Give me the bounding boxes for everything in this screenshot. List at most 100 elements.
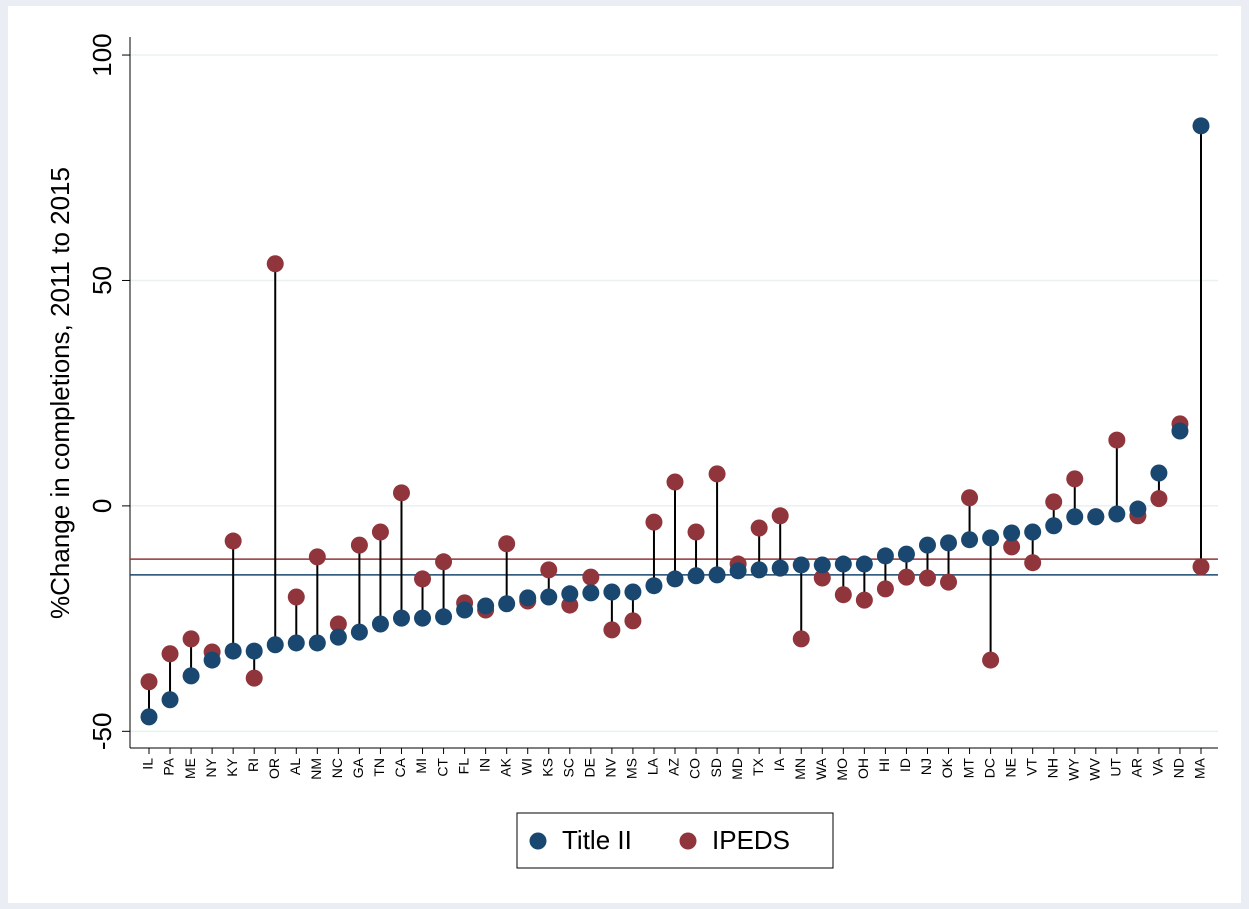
x-tick-label: GA (350, 757, 366, 778)
x-tick-label: ME (182, 758, 198, 779)
x-tick-label: AK (497, 757, 513, 776)
dot (540, 588, 558, 606)
x-tick-label: AL (287, 758, 303, 775)
dot (435, 553, 453, 571)
dot (666, 570, 684, 588)
dot (813, 556, 831, 574)
y-tick-label: -50 (87, 713, 117, 751)
x-tick-label: MO (834, 758, 850, 781)
dot (750, 519, 768, 537)
x-tick-label: MD (729, 758, 745, 780)
dot (287, 588, 305, 606)
dot (329, 628, 347, 646)
x-tick-label: VA (1150, 757, 1166, 775)
dot (876, 580, 894, 598)
dot (435, 608, 453, 626)
dot (771, 507, 789, 525)
dot (287, 634, 305, 652)
dot (771, 559, 789, 577)
x-tick-label: FL (455, 758, 471, 775)
x-tick-label: MI (413, 758, 429, 774)
dot (603, 621, 621, 639)
x-tick-label: ID (897, 758, 913, 772)
legend-label: Title II (562, 825, 632, 855)
dot (918, 569, 936, 587)
dot (897, 568, 915, 586)
dot (140, 673, 158, 691)
dot (666, 473, 684, 491)
x-tick-label: PA (161, 757, 177, 775)
x-tick-label: NE (1002, 758, 1018, 777)
legend-label: IPEDS (712, 825, 790, 855)
dot (308, 548, 326, 566)
x-tick-label: HI (876, 758, 892, 772)
y-tick-label: 100 (87, 33, 117, 76)
dot (961, 531, 979, 549)
dot (224, 532, 242, 550)
dot (897, 545, 915, 563)
dot (645, 577, 663, 595)
dot (1024, 554, 1042, 572)
x-tick-label: OR (266, 758, 282, 779)
x-tick-label: NH (1044, 758, 1060, 778)
x-tick-label: MT (960, 758, 976, 779)
x-tick-label: WI (518, 758, 534, 775)
dot (961, 489, 979, 507)
dot (1171, 422, 1189, 440)
dot (834, 555, 852, 573)
x-tick-label: DC (981, 758, 997, 778)
x-tick-label: LA (645, 757, 661, 775)
dot (182, 630, 200, 648)
x-tick-label: NJ (918, 758, 934, 775)
dot (834, 586, 852, 604)
x-tick-label: TN (371, 758, 387, 777)
dot (414, 570, 432, 588)
dot (371, 615, 389, 633)
dot (245, 669, 263, 687)
dot (350, 536, 368, 554)
dot (414, 609, 432, 627)
x-tick-label: WA (813, 757, 829, 780)
dot (1108, 505, 1126, 523)
dot (792, 556, 810, 574)
x-tick-label: WV (1087, 757, 1103, 780)
dot (582, 568, 600, 586)
x-tick-label: RI (245, 758, 261, 772)
dot (245, 642, 263, 660)
x-tick-label: NV (603, 757, 619, 777)
y-axis-label: %Change in completions, 2011 to 2015 (45, 167, 75, 619)
dot (308, 634, 326, 652)
dot (477, 597, 495, 615)
dot (266, 255, 284, 273)
x-tick-label: MA (1192, 757, 1208, 779)
dot (203, 651, 221, 669)
dot (519, 589, 537, 607)
x-tick-label: NM (308, 758, 324, 780)
dot (140, 708, 158, 726)
x-tick-label: NY (203, 757, 219, 777)
x-tick-label: AZ (666, 758, 682, 776)
dot (540, 561, 558, 579)
dot (1192, 117, 1210, 135)
dot (855, 555, 873, 573)
dot (940, 573, 958, 591)
x-tick-label: AR (1129, 758, 1145, 777)
dot (371, 523, 389, 541)
dot (918, 536, 936, 554)
dot (792, 630, 810, 648)
dot (708, 465, 726, 483)
y-tick-label: 0 (87, 499, 117, 513)
dot (329, 615, 347, 633)
dot (1003, 524, 1021, 542)
dot (982, 651, 1000, 669)
x-tick-label: KY (224, 757, 240, 776)
dot (1066, 508, 1084, 526)
x-tick-label: ND (1171, 758, 1187, 778)
dot (392, 609, 410, 627)
dot (940, 534, 958, 552)
x-tick-label: OK (939, 757, 955, 778)
x-tick-label: CT (434, 758, 450, 777)
dot (392, 484, 410, 502)
chart-area (8, 6, 1241, 903)
